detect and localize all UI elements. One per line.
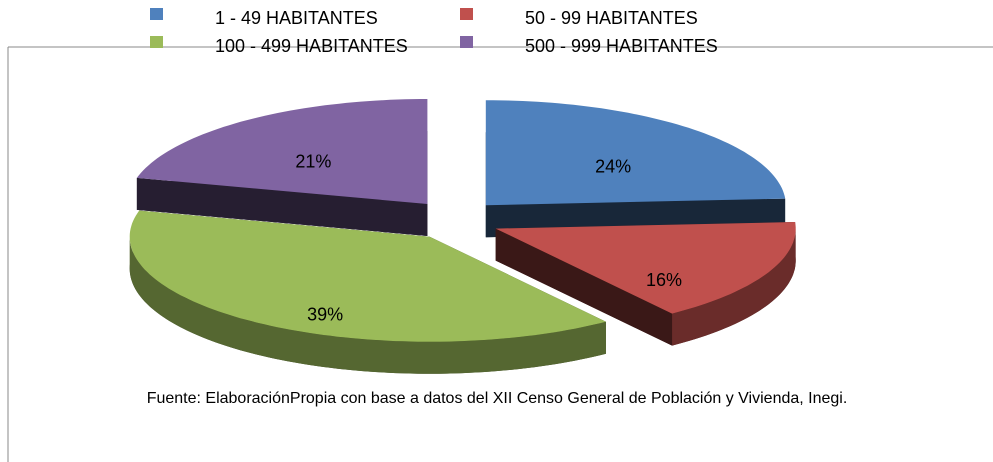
legend-label: 100 - 499 HABITANTES <box>215 36 408 56</box>
slice-side <box>136 177 428 236</box>
slice-side <box>495 228 673 346</box>
pie-slice <box>129 210 606 374</box>
data-label: 24% <box>595 157 631 177</box>
legend-label: 50 - 99 HABITANTES <box>525 8 698 28</box>
slice-wall <box>672 228 796 346</box>
legend-swatch <box>150 36 163 48</box>
legend-swatch <box>150 8 163 20</box>
slice-top <box>136 99 428 204</box>
legend-swatch <box>460 8 473 20</box>
slice-top <box>495 222 796 314</box>
pie-slice <box>485 100 786 238</box>
data-label: 21% <box>295 151 331 171</box>
legend-swatch <box>460 36 473 48</box>
slice-top <box>485 100 786 206</box>
slice-wall <box>129 236 606 374</box>
legend-label: 500 - 999 HABITANTES <box>525 36 718 56</box>
pie-slice <box>495 222 796 346</box>
data-label: 39% <box>307 304 343 324</box>
slice-top <box>129 210 606 342</box>
pie-slice <box>136 99 428 236</box>
source-note: Fuente: ElaboraciónPropia con base a dat… <box>147 390 848 407</box>
legend-label: 1 - 49 HABITANTES <box>215 8 378 28</box>
data-label: 16% <box>646 270 682 290</box>
